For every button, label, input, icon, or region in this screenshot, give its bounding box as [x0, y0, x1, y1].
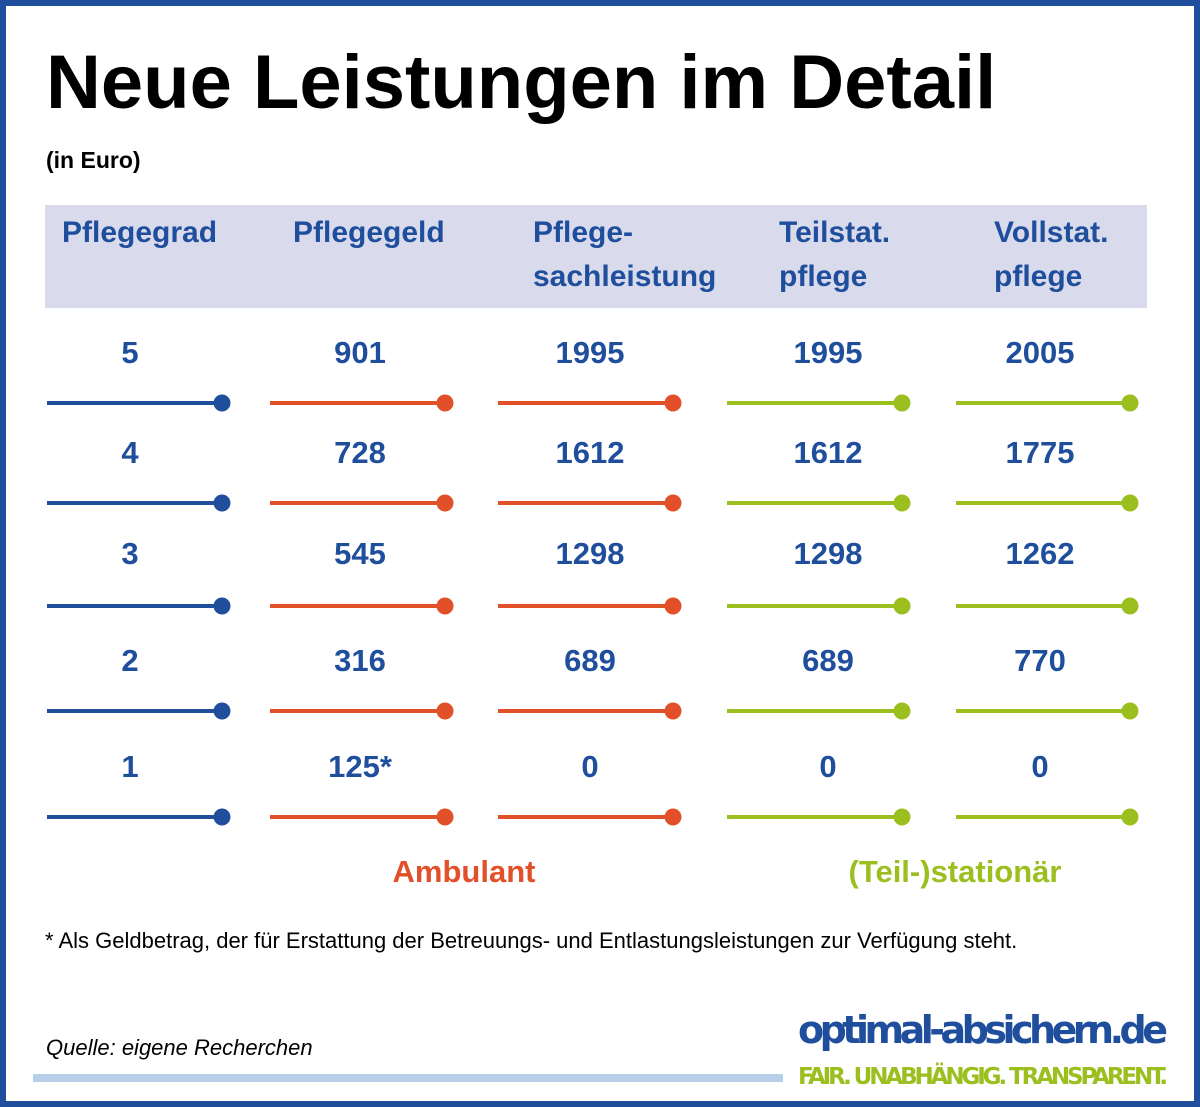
cell: 1298 — [556, 536, 625, 571]
column-header: Teilstat. — [779, 216, 890, 249]
cell: 1775 — [1006, 435, 1075, 470]
brand-name: optimal-absichern.de — [798, 1008, 1168, 1052]
cell: 316 — [334, 643, 386, 678]
column-header: pflege — [994, 260, 1082, 293]
divider-dot — [436, 702, 454, 720]
divider-dot — [1121, 702, 1139, 720]
divider-dot — [1121, 394, 1139, 412]
group-label: Ambulant — [393, 854, 536, 889]
header-band — [45, 205, 1147, 308]
divider-dot — [213, 394, 231, 412]
cell: 1298 — [794, 536, 863, 571]
divider-dot — [436, 597, 454, 615]
group-label: (Teil-)stationär — [849, 854, 1062, 889]
divider-dot — [213, 702, 231, 720]
divider-dot — [664, 702, 682, 720]
bar — [33, 1074, 783, 1082]
divider-dot — [1121, 597, 1139, 615]
source: Quelle: eigene Recherchen — [46, 1035, 313, 1060]
divider-dot — [436, 394, 454, 412]
cell: 1995 — [556, 335, 625, 370]
cell: 689 — [564, 643, 616, 678]
divider-dot — [893, 597, 911, 615]
cell: 728 — [334, 435, 386, 470]
divider-dot — [436, 808, 454, 826]
cell: 1612 — [556, 435, 625, 470]
cell: 1995 — [794, 335, 863, 370]
cell: 125* — [328, 749, 393, 784]
divider-dot — [213, 494, 231, 512]
cell: 0 — [819, 749, 836, 784]
cell: 901 — [334, 335, 386, 370]
divider-dot — [664, 808, 682, 826]
table: Pflegegrad Pflegegeld Pflege-sachleistung T… — [47, 216, 1139, 826]
divider-dot — [664, 394, 682, 412]
cell: 0 — [581, 749, 598, 784]
divider-dot — [1121, 494, 1139, 512]
cell: 1262 — [1006, 536, 1075, 571]
cell: 689 — [802, 643, 854, 678]
cell: 2005 — [1006, 335, 1075, 370]
cell: 770 — [1014, 643, 1066, 678]
divider-dot — [213, 808, 231, 826]
cell: 545 — [334, 536, 386, 571]
subtitle: (in Euro) — [46, 147, 141, 173]
divider-dot — [893, 702, 911, 720]
column-header: Pflegegeld — [293, 216, 445, 249]
title: Neue Leistungen im Detail — [46, 40, 996, 125]
brand-tagline: FAIR. UNABHÄNGIG. TRANSPARENT. — [798, 1062, 1168, 1090]
cell: 1 — [121, 749, 138, 784]
divider-dot — [664, 597, 682, 615]
divider-dot — [213, 597, 231, 615]
column-header: Pflege- — [533, 216, 633, 249]
column-header: Vollstat. — [994, 216, 1108, 249]
cell: 4 — [121, 435, 139, 470]
divider-dot — [893, 494, 911, 512]
divider-dot — [1121, 808, 1139, 826]
cell: 0 — [1031, 749, 1048, 784]
divider-dot — [893, 808, 911, 826]
footnote: * Als Geldbetrag, der für Erstattung der… — [45, 928, 1017, 953]
column-header: Pflegegrad — [62, 216, 217, 249]
cell: 1612 — [794, 435, 863, 470]
column-header: pflege — [779, 260, 867, 293]
divider-dot — [436, 494, 454, 512]
column-header: sachleistung — [533, 260, 716, 293]
cell: 5 — [121, 335, 138, 370]
cell: 2 — [121, 643, 138, 678]
divider-dot — [664, 494, 682, 512]
cell: 3 — [121, 536, 138, 571]
divider-dot — [893, 394, 911, 412]
